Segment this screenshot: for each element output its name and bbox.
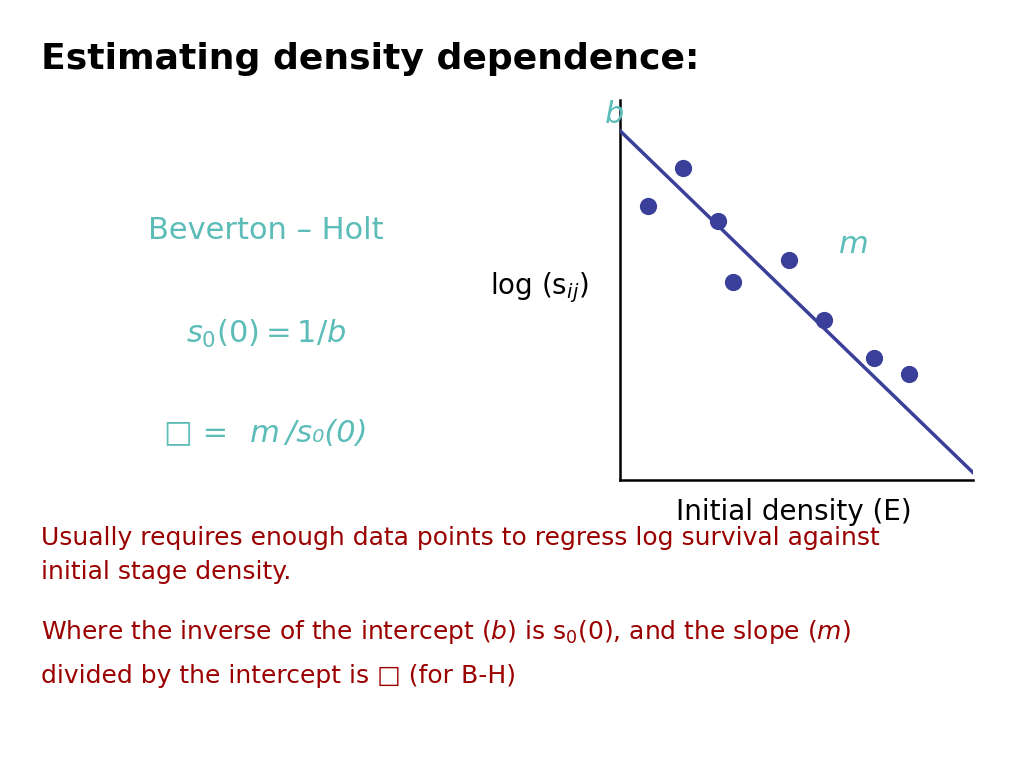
Point bbox=[901, 367, 918, 379]
Point bbox=[816, 314, 833, 326]
Text: $s_0(0) = 1/b$: $s_0(0) = 1/b$ bbox=[186, 318, 346, 350]
Point bbox=[711, 215, 727, 227]
Text: Estimating density dependence:: Estimating density dependence: bbox=[41, 42, 699, 76]
Point bbox=[865, 353, 882, 365]
Text: □ =   m /s₀(0): □ = m /s₀(0) bbox=[165, 419, 368, 449]
Text: divided by the intercept is □ (for B-H): divided by the intercept is □ (for B-H) bbox=[41, 664, 516, 688]
Text: Initial density (E): Initial density (E) bbox=[676, 498, 911, 525]
Point bbox=[781, 253, 798, 266]
Text: Where the inverse of the intercept ($b$) is s$_0$(0), and the slope ($m$): Where the inverse of the intercept ($b$)… bbox=[41, 618, 851, 646]
Point bbox=[640, 200, 656, 213]
Point bbox=[724, 276, 740, 289]
Text: log (s$_{ij}$): log (s$_{ij}$) bbox=[490, 270, 589, 306]
Text: m: m bbox=[839, 230, 868, 259]
Text: Usually requires enough data points to regress log survival against
initial stag: Usually requires enough data points to r… bbox=[41, 526, 880, 584]
Point bbox=[675, 162, 691, 174]
Text: Beverton – Holt: Beverton – Holt bbox=[148, 216, 384, 245]
Text: b: b bbox=[605, 100, 625, 129]
